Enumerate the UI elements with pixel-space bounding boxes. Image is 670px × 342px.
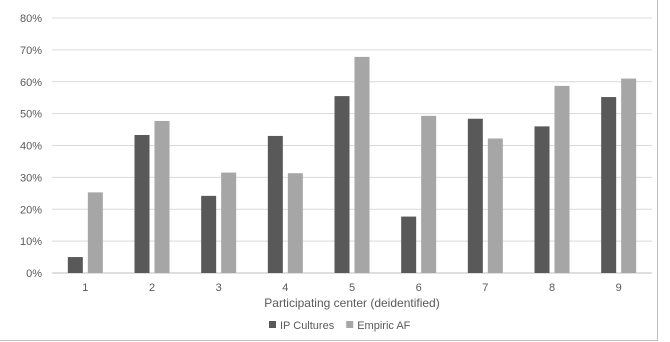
bar-ip-cultures-5 — [334, 96, 350, 273]
bar-ip-cultures-3 — [201, 195, 217, 273]
x-axis-ticks: 1 2 3 4 5 6 7 8 9 — [82, 282, 621, 294]
y-tick-label: 40% — [20, 141, 42, 153]
legend-swatch-ip-cultures — [269, 321, 276, 328]
bar-empiric-af-6 — [421, 115, 437, 273]
x-tick-label: 1 — [82, 282, 88, 294]
x-tick-label: 7 — [482, 282, 488, 294]
y-axis-ticks: 0% 10% 20% 30% 40% 50% 60% 70% 80% — [20, 13, 42, 280]
gridlines — [52, 17, 652, 274]
y-tick-label: 60% — [20, 77, 42, 89]
bar-empiric-af-5 — [354, 56, 370, 274]
chart-frame — [0, 0, 658, 341]
bar-empiric-af-1 — [87, 192, 103, 273]
bar-empiric-af-9 — [621, 78, 637, 273]
bars — [67, 56, 637, 274]
bar-empiric-af-7 — [487, 138, 503, 273]
bar-ip-cultures-8 — [534, 126, 550, 273]
y-tick-label: 80% — [20, 13, 42, 25]
x-tick-label: 6 — [416, 282, 422, 294]
bar-ip-cultures-7 — [467, 118, 483, 273]
x-axis-title: Participating center (deidentified) — [264, 296, 439, 310]
legend-swatch-empiric-af — [346, 321, 354, 328]
legend-label-empiric-af: Empiric AF — [357, 320, 410, 332]
legend: IP Cultures Empiric AF — [269, 320, 411, 332]
x-tick-label: 4 — [282, 282, 288, 294]
legend-label-ip-cultures: IP Cultures — [280, 320, 335, 332]
y-tick-label: 10% — [20, 236, 42, 248]
y-tick-label: 0% — [26, 268, 42, 280]
bar-empiric-af-4 — [287, 173, 303, 273]
x-tick-label: 5 — [349, 282, 355, 294]
y-tick-label: 50% — [20, 109, 42, 121]
y-tick-label: 30% — [20, 172, 42, 184]
bar-empiric-af-2 — [154, 120, 170, 273]
x-tick-label: 8 — [549, 282, 555, 294]
x-tick-label: 9 — [616, 282, 622, 294]
y-tick-label: 70% — [20, 45, 42, 57]
bar-ip-cultures-6 — [401, 216, 417, 273]
bar-ip-cultures-4 — [267, 135, 283, 273]
bar-empiric-af-3 — [221, 172, 237, 273]
bar-ip-cultures-1 — [67, 257, 83, 273]
x-tick-label: 3 — [216, 282, 222, 294]
y-tick-label: 20% — [20, 204, 42, 216]
x-tick-label: 2 — [149, 282, 155, 294]
bar-empiric-af-8 — [554, 85, 570, 273]
bar-ip-cultures-2 — [134, 134, 150, 273]
bar-ip-cultures-9 — [601, 97, 617, 273]
